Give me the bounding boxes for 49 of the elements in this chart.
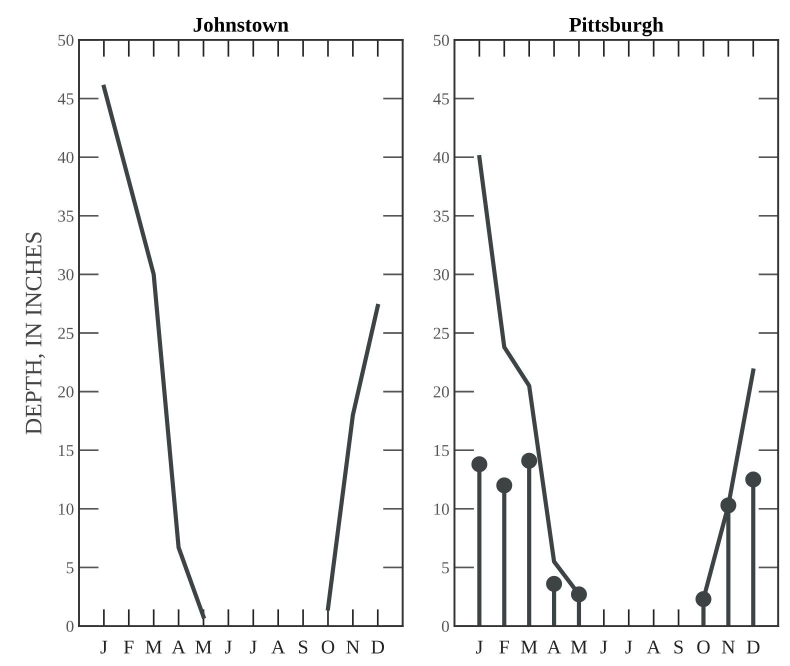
x-tick-label: D <box>371 640 384 654</box>
x-tick-label: A <box>271 640 286 654</box>
y-tick-label: 35 <box>58 210 74 222</box>
y-tick-label: 35 <box>434 210 449 222</box>
x-tick-label: J <box>600 640 608 654</box>
x-tick-label: J <box>100 640 108 654</box>
x-tick-label: O <box>322 640 334 654</box>
x-tick-label: F <box>499 640 509 654</box>
y-tick-label: 20 <box>434 386 449 398</box>
x-tick-label: A <box>646 640 661 654</box>
x-tick-label: A <box>172 640 186 654</box>
x-tick-label: J <box>250 640 257 654</box>
x-tick-label: M <box>195 640 212 654</box>
chart-title: Johnstown <box>194 17 289 32</box>
y-tick-label: 40 <box>58 152 74 164</box>
x-tick-label: D <box>746 640 760 654</box>
y-tick-label: 20 <box>58 386 74 398</box>
x-tick-label: O <box>697 640 710 654</box>
y-tick-label: 15 <box>58 444 74 456</box>
chart-title: Pittsburgh <box>569 17 664 36</box>
y-tick-label: 45 <box>58 93 74 105</box>
x-tick-label: N <box>346 640 360 654</box>
x-tick-label: J <box>225 640 232 654</box>
y-tick-label: 0 <box>442 620 449 632</box>
x-tick-label: J <box>476 640 483 654</box>
x-tick-label: M <box>521 640 538 654</box>
y-axis-title: DEPTH, IN INCHES <box>26 232 45 434</box>
y-tick-label: 50 <box>58 34 74 46</box>
y-tick-label: 50 <box>434 34 449 46</box>
x-tick-label: A <box>547 640 561 654</box>
x-tick-label: M <box>570 640 588 654</box>
y-tick-label: 5 <box>66 562 74 574</box>
x-tick-label: M <box>146 640 162 654</box>
x-tick-label: N <box>722 640 735 654</box>
y-tick-label: 5 <box>442 562 449 574</box>
y-tick-label: 25 <box>434 328 449 339</box>
y-tick-label: 45 <box>433 93 449 105</box>
y-tick-label: 30 <box>434 269 449 280</box>
y-tick-label: 15 <box>434 444 449 456</box>
y-tick-label: 40 <box>433 152 449 164</box>
x-tick-label: J <box>625 640 632 654</box>
y-tick-label: 0 <box>66 620 74 632</box>
y-tick-label: 30 <box>58 269 74 280</box>
x-tick-label: F <box>124 640 134 654</box>
x-tick-label: S <box>298 640 308 654</box>
y-tick-label: 25 <box>58 328 74 339</box>
y-tick-label: 10 <box>434 504 449 515</box>
y-tick-label: 10 <box>58 504 74 515</box>
x-tick-label: S <box>674 640 683 654</box>
